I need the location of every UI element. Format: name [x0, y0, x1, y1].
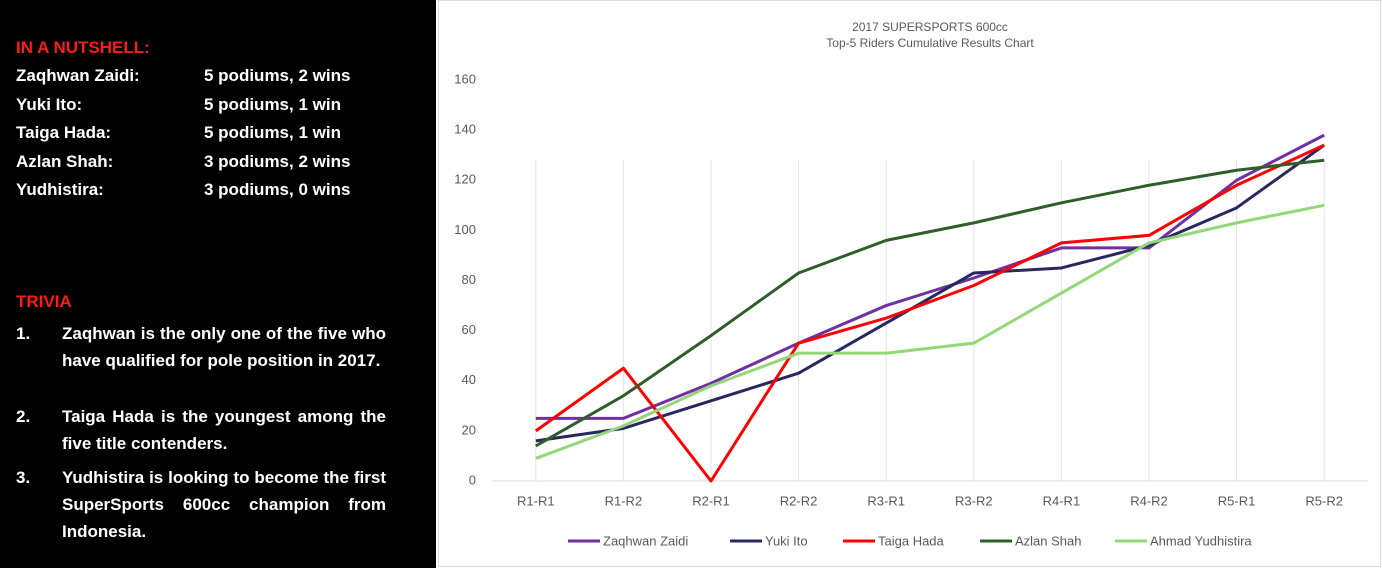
- trivia-text: Zaqhwan is the only one of the five who …: [62, 324, 386, 370]
- nutshell-heading: IN A NUTSHELL:: [16, 38, 150, 57]
- trivia-item: 2. Taiga Hada is the youngest among the f…: [16, 403, 386, 457]
- x-tick-label: R2-R1: [692, 493, 730, 508]
- trivia-heading: TRIVIA: [16, 292, 72, 311]
- trivia-item: 3. Yudhistira is looking to become the fi…: [16, 464, 386, 545]
- x-tick-label: R4-R1: [1043, 493, 1081, 508]
- rider-summary: 5 podiums, 1 win: [204, 123, 341, 143]
- rider-summary: 3 podiums, 0 wins: [204, 180, 351, 200]
- y-tick-label: 100: [454, 222, 476, 237]
- trivia-number: 3.: [16, 468, 31, 487]
- x-tick-label: R3-R2: [955, 493, 993, 508]
- trivia-number: 2.: [16, 407, 31, 426]
- y-tick-label: 40: [462, 372, 476, 387]
- series-line: [535, 158, 1325, 448]
- chart-frame: [438, 0, 1381, 567]
- legend-label: Taiga Hada: [878, 533, 945, 548]
- rider-summary: 3 podiums, 2 wins: [204, 151, 351, 171]
- y-tick-label: 0: [469, 472, 476, 487]
- rider-name: Yuki Ito:: [16, 94, 83, 114]
- x-tick-label: R5-R2: [1305, 493, 1343, 508]
- x-tick-label: R5-R1: [1218, 493, 1256, 508]
- series-line: [535, 133, 1325, 420]
- legend-label: Yuki Ito: [765, 533, 808, 548]
- trivia-text: Yudhistira is looking to become the firs…: [62, 468, 386, 541]
- y-tick-label: 120: [454, 172, 476, 187]
- legend-label: Ahmad Yudhistira: [1150, 533, 1252, 548]
- series-line: [535, 203, 1325, 460]
- chart: 2017 SUPERSPORTS 600cc Top-5 Riders Cumu…: [438, 0, 1381, 567]
- y-tick-label: 80: [462, 272, 476, 287]
- rider-name: Taiga Hada:: [16, 123, 112, 143]
- info-panel: IN A NUTSHELL: Zaqhwan Zaidi: 5 podiums, …: [0, 0, 436, 568]
- y-tick-label: 60: [462, 322, 476, 337]
- x-tick-label: R1-R2: [605, 493, 643, 508]
- y-tick-label: 140: [454, 122, 476, 137]
- legend-label: Zaqhwan Zaidi: [603, 533, 688, 548]
- chart-title: 2017 SUPERSPORTS 600cc: [852, 20, 1008, 34]
- x-tick-label: R4-R2: [1130, 493, 1168, 508]
- rider-name: Azlan Shah:: [16, 151, 114, 171]
- x-tick-label: R1-R1: [517, 493, 555, 508]
- x-tick-label: R3-R1: [867, 493, 905, 508]
- trivia-item: 1. Zaqhwan is the only one of the five wh…: [16, 320, 386, 374]
- y-tick-label: 160: [454, 71, 476, 86]
- y-tick-label: 20: [462, 422, 476, 437]
- rider-name: Yudhistira:: [16, 180, 104, 200]
- series-line: [535, 143, 1326, 443]
- rider-name: Zaqhwan Zaidi:: [16, 66, 140, 85]
- legend-label: Azlan Shah: [1015, 533, 1082, 548]
- trivia-number: 1.: [16, 324, 31, 343]
- trivia-text: Taiga Hada is the youngest among the fiv…: [62, 407, 386, 453]
- chart-subtitle: Top-5 Riders Cumulative Results Chart: [826, 36, 1034, 50]
- series-line: [534, 143, 1325, 483]
- rider-summary: 5 podiums, 2 wins: [204, 66, 351, 85]
- x-tick-label: R2-R2: [780, 493, 818, 508]
- rider-summary: 5 podiums, 1 win: [204, 94, 341, 114]
